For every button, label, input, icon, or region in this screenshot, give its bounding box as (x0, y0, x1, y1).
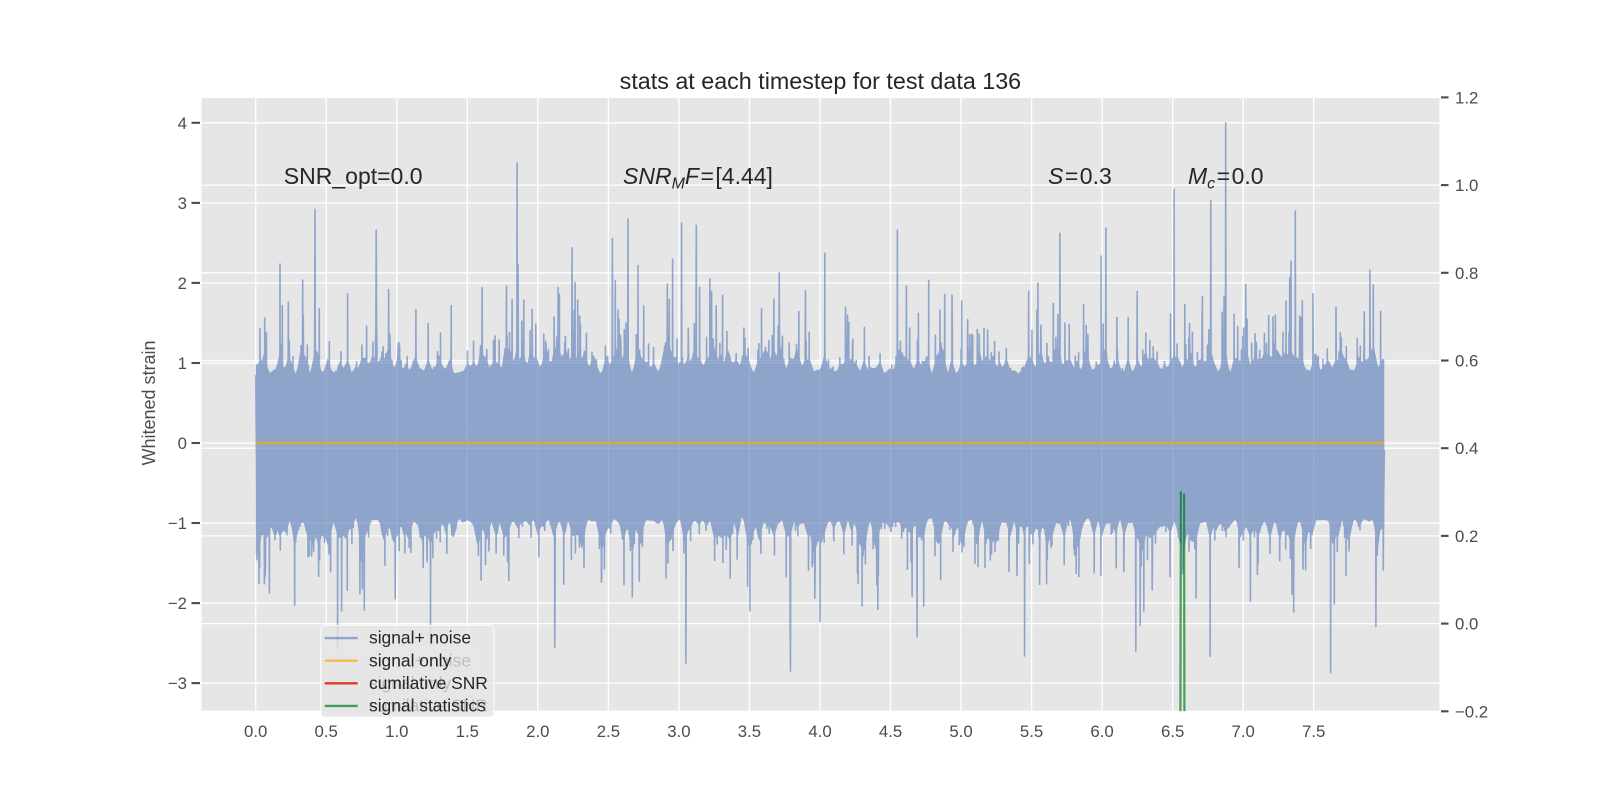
svg-text:−0.2: −0.2 (1455, 702, 1488, 721)
svg-text:stats at each timestep for tes: stats at each timestep for test data 136 (620, 68, 1021, 94)
svg-text:6.5: 6.5 (1161, 722, 1184, 741)
svg-text:4.5: 4.5 (879, 722, 902, 741)
svg-text:signal+ noise: signal+ noise (369, 628, 471, 648)
svg-text:5.5: 5.5 (1020, 722, 1043, 741)
svg-text:S=0.3: S=0.3 (1048, 163, 1112, 189)
svg-text:1.0: 1.0 (1455, 176, 1478, 195)
svg-text:7.5: 7.5 (1302, 722, 1325, 741)
svg-text:cumilative SNR: cumilative SNR (369, 673, 488, 693)
svg-text:6.0: 6.0 (1090, 722, 1113, 741)
svg-text:−2: −2 (168, 594, 187, 613)
svg-text:2: 2 (178, 274, 187, 293)
svg-text:−1: −1 (168, 514, 187, 533)
svg-text:5.0: 5.0 (949, 722, 972, 741)
svg-text:1.0: 1.0 (385, 722, 408, 741)
svg-text:7.0: 7.0 (1232, 722, 1255, 741)
svg-text:0.6: 0.6 (1455, 352, 1478, 371)
svg-text:Mc=0.0: Mc=0.0 (1188, 163, 1264, 193)
svg-text:Whitened strain: Whitened strain (139, 340, 159, 465)
svg-text:0.8: 0.8 (1455, 264, 1478, 283)
svg-text:3: 3 (178, 194, 187, 213)
svg-text:2.5: 2.5 (597, 722, 620, 741)
svg-text:4: 4 (178, 114, 187, 133)
svg-text:−3: −3 (168, 674, 187, 693)
svg-text:signal statistics: signal statistics (369, 696, 486, 716)
svg-text:2.0: 2.0 (526, 722, 549, 741)
svg-text:0.0: 0.0 (244, 722, 267, 741)
svg-text:0.2: 0.2 (1455, 527, 1478, 546)
svg-text:SNRMF=[4.44]: SNRMF=[4.44] (623, 163, 773, 193)
svg-text:3.5: 3.5 (738, 722, 761, 741)
svg-text:4.0: 4.0 (808, 722, 831, 741)
svg-text:1.5: 1.5 (456, 722, 479, 741)
svg-text:0: 0 (178, 434, 187, 453)
svg-text:1.2: 1.2 (1455, 88, 1478, 107)
svg-text:3.0: 3.0 (667, 722, 690, 741)
svg-text:1: 1 (178, 354, 187, 373)
svg-text:0.5: 0.5 (315, 722, 338, 741)
svg-text:0.0: 0.0 (1455, 615, 1478, 634)
svg-text:signal only: signal only (369, 650, 451, 670)
svg-text:0.4: 0.4 (1455, 439, 1478, 458)
svg-text:SNR_opt=0.0: SNR_opt=0.0 (284, 163, 423, 189)
